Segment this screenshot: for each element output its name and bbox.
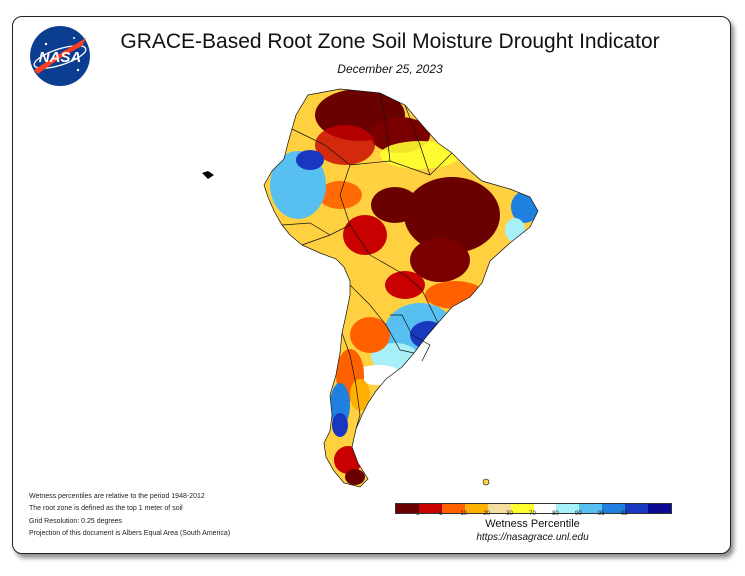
- legend-colorbar: [395, 503, 672, 514]
- legend-swatch: [533, 504, 557, 513]
- map-title: GRACE-Based Root Zone Soil Moisture Drou…: [120, 30, 660, 53]
- legend-tick-label: 10: [460, 511, 468, 517]
- legend-title: Wetness Percentile: [485, 518, 580, 530]
- legend-tick-label: 20: [483, 511, 490, 517]
- legend-ticks: 2 5 10 20 30 70 80 90 95 98: [395, 511, 670, 521]
- note-period: Wetness percentiles are relative to the …: [29, 493, 205, 500]
- map-notes: Wetness percentiles are relative to the …: [29, 491, 230, 540]
- svg-text:NASA: NASA: [39, 49, 82, 66]
- legend-tick-label: 2: [416, 511, 420, 517]
- legend-tick-label: 80: [552, 511, 559, 517]
- legend-swatch: [464, 504, 488, 513]
- legend-tick-label: 98: [620, 511, 628, 517]
- nasa-logo: NASA: [30, 26, 90, 86]
- legend-tick-label: 90: [574, 511, 582, 517]
- legend-tick-label: 70: [529, 511, 536, 517]
- note-root-zone: The root zone is defined as the top 1 me…: [29, 505, 183, 513]
- note-projection: Projection of this document is Albers Eq…: [29, 529, 231, 537]
- legend-swatch: [602, 504, 626, 513]
- legend-swatch: [556, 504, 580, 513]
- legend-swatch: [487, 504, 511, 513]
- legend-swatch: [418, 504, 442, 513]
- legend-tick-label: 5: [439, 511, 443, 517]
- legend-tick-label: 95: [597, 511, 605, 517]
- legend-swatch: [579, 504, 603, 513]
- legend-swatch: [625, 504, 649, 513]
- note-grid-resolution: Grid Resolution: 0.25 degrees: [29, 517, 122, 525]
- source-url: https://nasagrace.unl.edu: [476, 532, 589, 543]
- legend-swatch: [648, 504, 672, 513]
- legend-swatch: [441, 504, 465, 513]
- legend-swatch: [396, 504, 419, 513]
- legend-tick-label: 30: [506, 511, 513, 517]
- map-date: December 25, 2023: [337, 62, 443, 76]
- legend-swatch: [510, 504, 534, 513]
- south-america-map: [202, 88, 539, 488]
